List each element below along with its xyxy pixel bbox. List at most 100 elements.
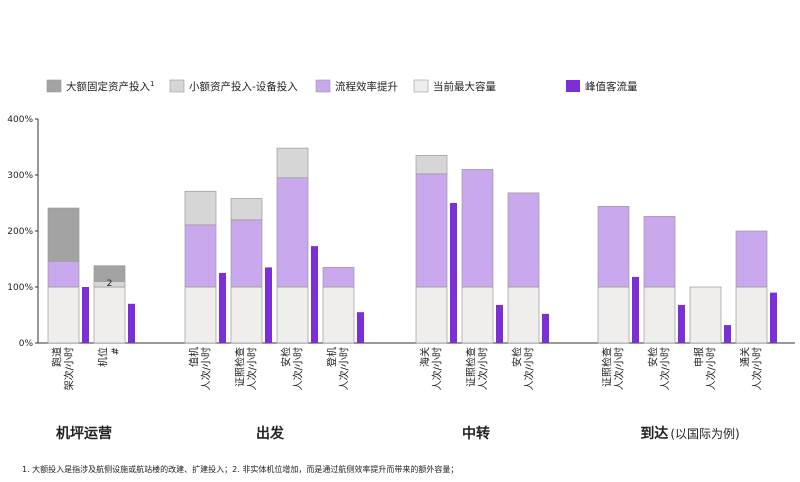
x-tick-label: 值机 — [188, 347, 201, 367]
bar-stack — [597, 206, 639, 344]
y-tick-label: 100% — [7, 283, 33, 293]
x-tick-label: 人次/小时 — [751, 347, 764, 390]
bar-segment-process — [597, 206, 630, 288]
legend-label: 大额固定资产投入1 — [66, 80, 154, 93]
group-label: 机坪运营 — [56, 425, 112, 442]
legend-swatch — [169, 79, 185, 93]
bar-segment-current — [322, 286, 355, 344]
y-tick-label: 200% — [7, 227, 33, 237]
group-label: 出发 — [256, 425, 285, 442]
bar-peak — [496, 304, 503, 343]
bar-segment-current — [276, 286, 309, 344]
bar-stack: 2 — [93, 265, 135, 344]
bar-segment-process — [184, 224, 217, 288]
y-tick-label: 300% — [7, 171, 33, 181]
footnote: 1. 大额投入是指涉及航侧设施或航站楼的改建、扩建投入；2. 非实体机位增加，而… — [22, 464, 458, 474]
x-tick-label: 证照检查 — [234, 347, 247, 387]
legend-label: 峰值客流量 — [585, 80, 638, 93]
bar-segment-process — [507, 192, 540, 288]
bar-stack — [643, 216, 685, 344]
bar-stack — [322, 267, 364, 344]
legend-label: 小额资产投入-设备投入 — [189, 80, 298, 93]
legend-swatch — [315, 79, 331, 93]
bar-peak — [770, 292, 777, 343]
bar-segment-process — [230, 219, 263, 288]
bar-segment-process — [276, 177, 309, 288]
y-tick-label: 0% — [19, 339, 34, 349]
x-tick-label: 人次/小时 — [705, 347, 718, 390]
x-tick-label: 机位 — [97, 347, 110, 367]
bar-segment-major — [93, 265, 126, 282]
bar-segment-process — [47, 260, 80, 288]
x-tick-label: 证照检查 — [465, 347, 478, 387]
bar-segment-minor — [230, 198, 263, 221]
bar-peak — [678, 304, 685, 343]
bar-peak — [219, 273, 226, 343]
x-tick-label: 跑道 — [51, 347, 64, 367]
x-tick-label: 安检 — [647, 347, 660, 367]
x-tick-label: 申报 — [693, 347, 706, 367]
bar-stack — [415, 155, 457, 344]
bar-segment-current — [93, 286, 126, 344]
bar-segment-current — [461, 286, 494, 344]
bar-segment-current — [507, 286, 540, 344]
x-tick-label: 安检 — [280, 347, 293, 367]
group-label: 中转 — [462, 425, 490, 442]
bar-stack — [184, 190, 226, 344]
bar-stack — [735, 230, 777, 344]
group-labels: 机坪运营 出发 中转 到达 (以国际为例) — [56, 425, 740, 442]
bar-segment-current — [597, 286, 630, 344]
bar-segment-process — [643, 216, 676, 288]
x-tick-label: 人次/小时 — [523, 347, 536, 390]
bar-segment-process — [322, 267, 355, 288]
group-label: 到达 (以国际为例) — [640, 425, 739, 442]
bar-stack — [230, 198, 272, 344]
bar-segment-process — [415, 173, 448, 288]
bar-segment-current — [689, 286, 722, 344]
x-tick-label: 证照检查 — [601, 347, 614, 387]
bar-segment-current — [415, 286, 448, 344]
bar-peak — [632, 276, 639, 343]
legend-item-peak: 峰值客流量 — [566, 80, 638, 93]
x-tick-label: # — [111, 347, 122, 355]
bar-peak — [357, 312, 364, 343]
legend-item-major: 大额固定资产投入1 — [46, 79, 154, 93]
bar-segment-current — [47, 286, 80, 344]
bar-segment-minor — [415, 155, 448, 175]
x-tick-label: 人次/小时 — [613, 347, 626, 390]
bar-segment-current — [230, 286, 263, 344]
legend-swatch — [566, 80, 580, 92]
x-tick-label: 登机 — [326, 347, 339, 367]
y-axis: 0% 100% 200% 300% 400% — [7, 115, 795, 349]
bar-stack — [507, 192, 549, 344]
bar-segment-current — [735, 286, 768, 344]
bar-series: 2 — [47, 147, 777, 344]
legend-item-process: 流程效率提升 — [315, 79, 398, 93]
bar-segment-minor — [184, 190, 217, 226]
x-tick-label: 海关 — [419, 347, 432, 367]
bar-peak — [311, 246, 318, 343]
bar-stack — [689, 286, 731, 344]
x-tick-label: 人次/小时 — [431, 347, 444, 390]
x-tick-label: 人次/小时 — [200, 347, 213, 390]
bar-peak — [128, 303, 135, 343]
x-tick-label: 人次/小时 — [292, 347, 305, 390]
bar-stack — [47, 207, 89, 344]
bar-peak — [265, 267, 272, 343]
x-axis-labels: 跑道 架次/小时 机位 # 值机 人次/小时 证照检查 人次/小时 安检 人次/小时 登机 人次/小时… — [51, 347, 764, 390]
y-tick-label: 400% — [7, 115, 33, 125]
chart-legend: 大额固定资产投入1 小额资产投入-设备投入 流程效率提升 当前最大容量 峰值客流量 — [46, 79, 638, 93]
bar-peak — [450, 203, 457, 343]
legend-swatch — [413, 79, 429, 93]
legend-item-current: 当前最大容量 — [413, 79, 496, 93]
bar-stack — [276, 147, 318, 344]
bar-segment-major — [47, 207, 80, 262]
x-tick-label: 人次/小时 — [659, 347, 672, 390]
bar-segment-process — [735, 230, 768, 288]
legend-swatch — [46, 79, 62, 93]
legend-label: 当前最大容量 — [433, 80, 496, 93]
x-tick-label: 架次/小时 — [63, 347, 76, 390]
x-tick-label: 人次/小时 — [246, 347, 259, 390]
x-tick-label: 人次/小时 — [338, 347, 351, 390]
